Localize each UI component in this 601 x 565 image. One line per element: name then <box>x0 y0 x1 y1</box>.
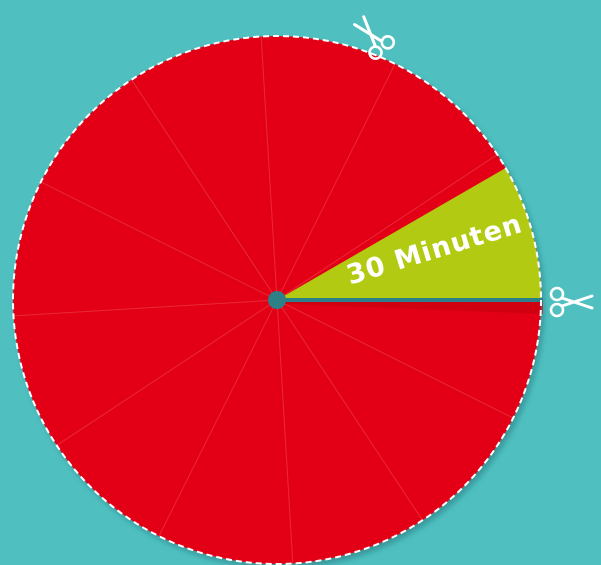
segment-divider <box>276 299 423 521</box>
segment-divider <box>276 299 294 564</box>
segment-divider <box>276 63 396 301</box>
segment-divider <box>276 154 498 301</box>
cut-slit <box>285 298 543 314</box>
segment-divider <box>13 299 278 317</box>
scissors-icon <box>549 286 594 318</box>
segment-divider <box>158 299 278 537</box>
scissors-icon <box>353 15 396 60</box>
segment-divider <box>56 299 278 446</box>
segment-divider <box>260 36 278 301</box>
cut-outline <box>12 35 542 565</box>
segment-divider <box>276 299 514 419</box>
segment-divider <box>131 79 278 301</box>
highlight-sector[interactable] <box>277 168 541 300</box>
segment-divider <box>40 181 278 301</box>
center-pin <box>268 291 286 309</box>
